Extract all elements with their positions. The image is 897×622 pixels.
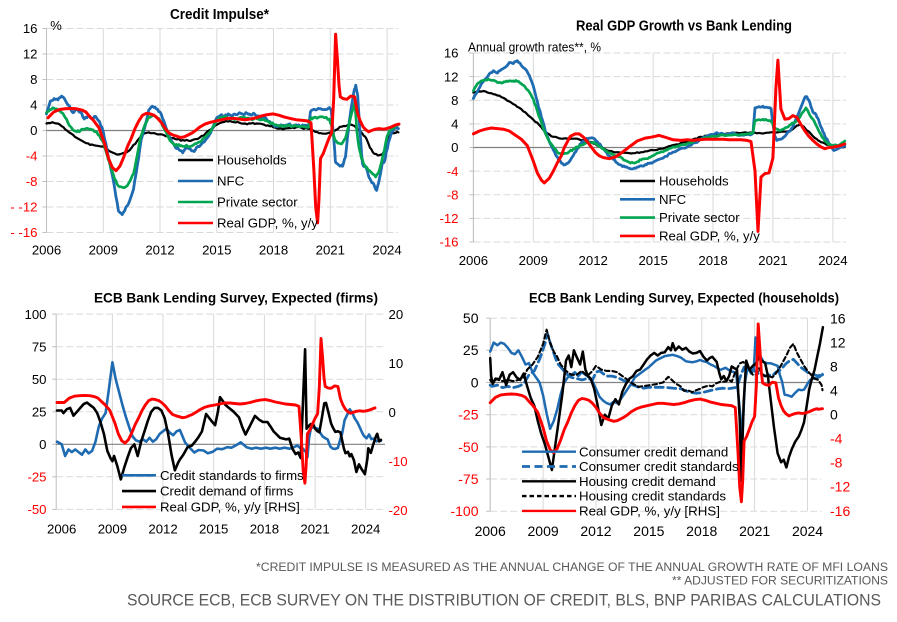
svg-text:2018: 2018 [686, 523, 717, 539]
svg-text:75: 75 [32, 339, 47, 354]
svg-text:-8: -8 [26, 174, 38, 189]
svg-text:2018: 2018 [698, 253, 727, 268]
svg-text:2009: 2009 [89, 242, 118, 257]
svg-text:2006: 2006 [459, 253, 488, 268]
svg-text:0: 0 [830, 407, 838, 423]
svg-text:-50: -50 [458, 439, 478, 455]
svg-text:Private sector: Private sector [217, 195, 298, 210]
svg-text:-100: -100 [450, 503, 478, 519]
svg-text:-50: -50 [27, 502, 46, 517]
svg-text:** ADJUSTED FOR SECURITIZATION: ** ADJUSTED FOR SECURITIZATIONS [672, 574, 888, 588]
svg-text:Real GDP, %, y/y: Real GDP, %, y/y [217, 216, 318, 231]
svg-text:12: 12 [23, 47, 38, 62]
svg-text:-25: -25 [27, 470, 46, 485]
svg-text:%: % [50, 18, 62, 33]
svg-text:16: 16 [444, 46, 459, 61]
svg-text:Credit demand of firms: Credit demand of firms [160, 484, 294, 499]
svg-text:2012: 2012 [579, 253, 608, 268]
svg-text:Real GDP, %, y/y [RHS]: Real GDP, %, y/y [RHS] [160, 500, 300, 515]
svg-text:-8: -8 [447, 187, 459, 202]
svg-text:Households: Households [659, 174, 729, 189]
svg-text:2024: 2024 [351, 522, 380, 537]
svg-text:Private sector: Private sector [659, 210, 740, 225]
svg-text:2015: 2015 [199, 522, 228, 537]
svg-text:-16: -16 [439, 235, 458, 250]
svg-text:2012: 2012 [145, 242, 174, 257]
svg-text:2015: 2015 [202, 242, 231, 257]
svg-text:2009: 2009 [528, 523, 559, 539]
svg-text:-4: -4 [447, 164, 459, 179]
svg-text:Credit Impulse*: Credit Impulse* [170, 7, 269, 23]
svg-text:2021: 2021 [316, 242, 345, 257]
svg-text:Housing credit standards: Housing credit standards [579, 489, 726, 504]
svg-text:2009: 2009 [98, 522, 127, 537]
svg-text:- -16: - -16 [10, 225, 37, 240]
svg-text:-12: -12 [439, 211, 458, 226]
svg-text:0: 0 [39, 437, 46, 452]
svg-text:2024: 2024 [372, 242, 401, 257]
svg-text:Real GDP, %, y/y [RHS]: Real GDP, %, y/y [RHS] [579, 504, 720, 519]
svg-text:-25: -25 [458, 407, 478, 423]
svg-text:NFC: NFC [217, 174, 245, 189]
svg-text:2009: 2009 [519, 253, 548, 268]
svg-text:Annual growth rates**, %: Annual growth rates**, % [468, 41, 601, 55]
svg-text:2018: 2018 [259, 242, 288, 257]
svg-text:-10: -10 [389, 454, 408, 469]
svg-text:100: 100 [24, 307, 46, 322]
svg-text:8: 8 [451, 93, 458, 108]
svg-text:-12: -12 [830, 479, 850, 495]
svg-text:50: 50 [463, 310, 479, 326]
svg-text:ECB Bank Lending Survey, Expec: ECB Bank Lending Survey, Expected (firms… [94, 290, 378, 306]
svg-text:0: 0 [30, 123, 37, 138]
svg-text:*CREDIT IMPULSE IS MEASURED AS: *CREDIT IMPULSE IS MEASURED AS THE ANNUA… [256, 560, 888, 574]
svg-text:NFC: NFC [659, 192, 687, 207]
svg-text:20: 20 [389, 307, 404, 322]
svg-text:2015: 2015 [633, 523, 664, 539]
svg-text:- -12: - -12 [10, 200, 37, 215]
svg-text:2006: 2006 [47, 522, 76, 537]
svg-text:25: 25 [463, 342, 479, 358]
svg-text:0: 0 [451, 140, 458, 155]
svg-text:Households: Households [217, 153, 287, 168]
svg-text:16: 16 [830, 310, 846, 326]
svg-text:Credit standards to firms: Credit standards to firms [160, 468, 304, 483]
svg-text:-4: -4 [26, 149, 38, 164]
svg-text:2024: 2024 [818, 253, 847, 268]
svg-text:4: 4 [451, 117, 458, 132]
svg-text:25: 25 [32, 404, 47, 419]
svg-text:Consumer credit demand: Consumer credit demand [579, 444, 728, 459]
svg-text:Real GDP Growth vs Bank Lendin: Real GDP Growth vs Bank Lending [576, 19, 792, 35]
svg-text:Real GDP, %, y/y: Real GDP, %, y/y [659, 229, 760, 244]
svg-text:10: 10 [389, 356, 404, 371]
svg-text:4: 4 [830, 383, 838, 399]
svg-text:2021: 2021 [758, 253, 787, 268]
svg-text:-8: -8 [830, 455, 843, 471]
svg-text:8: 8 [30, 72, 37, 87]
svg-text:12: 12 [444, 69, 459, 84]
svg-text:2018: 2018 [250, 522, 279, 537]
svg-text:2021: 2021 [739, 523, 770, 539]
svg-text:2012: 2012 [148, 522, 177, 537]
svg-text:2015: 2015 [638, 253, 667, 268]
svg-text:-16: -16 [830, 503, 850, 519]
svg-text:-4: -4 [830, 431, 843, 447]
svg-text:ECB Bank Lending Survey, Expec: ECB Bank Lending Survey, Expected (house… [529, 290, 839, 306]
svg-text:2006: 2006 [475, 523, 506, 539]
svg-text:50: 50 [32, 372, 47, 387]
svg-text:Housing credit demand: Housing credit demand [579, 474, 716, 489]
svg-text:12: 12 [830, 334, 846, 350]
svg-text:4: 4 [30, 98, 37, 113]
svg-text:16: 16 [23, 21, 38, 36]
svg-text:0: 0 [471, 374, 479, 390]
svg-text:2012: 2012 [580, 523, 611, 539]
svg-text:SOURCE ECB, ECB SURVEY ON THE: SOURCE ECB, ECB SURVEY ON THE DISTRIBUTI… [127, 592, 881, 610]
svg-text:-75: -75 [458, 471, 478, 487]
svg-text:2024: 2024 [792, 523, 823, 539]
svg-text:-20: -20 [389, 503, 408, 518]
svg-text:Consumer credit standards: Consumer credit standards [579, 459, 739, 474]
svg-text:0: 0 [389, 405, 396, 420]
svg-text:2006: 2006 [32, 242, 61, 257]
svg-text:8: 8 [830, 359, 838, 375]
svg-text:2021: 2021 [300, 522, 329, 537]
